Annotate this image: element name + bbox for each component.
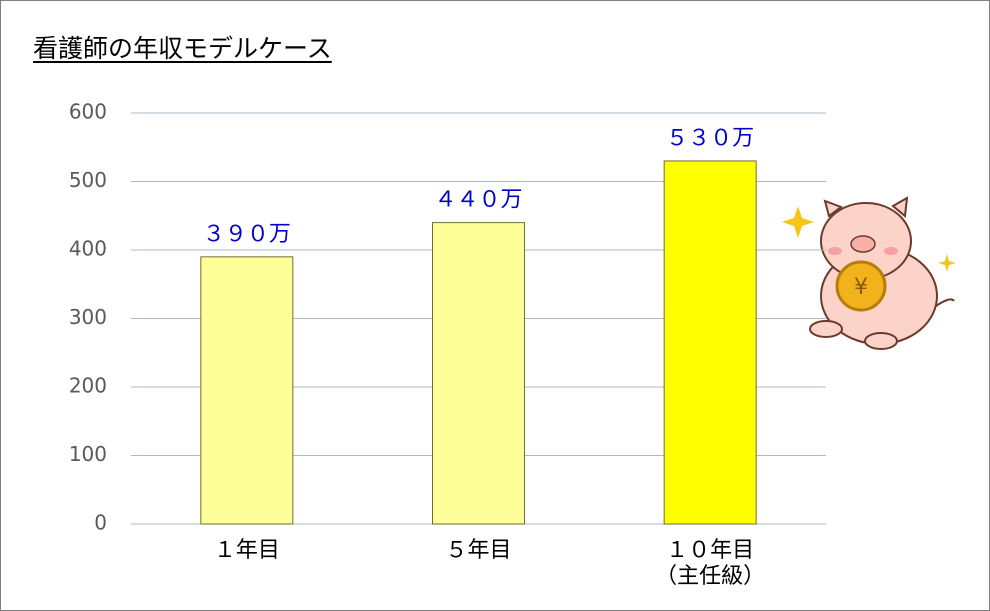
x-tick-label: ５年目 xyxy=(445,538,512,563)
y-tick-label: 300 xyxy=(69,305,107,329)
y-tick-label: 100 xyxy=(69,442,107,466)
x-tick-label: １０年目 （主任級） xyxy=(655,538,766,589)
y-tick-label: 200 xyxy=(69,374,107,398)
y-tick-label: 0 xyxy=(94,511,107,535)
value-label: ４４０万 xyxy=(434,188,522,213)
pig-illustration: ¥ xyxy=(782,196,956,350)
chart-title: 看護師の年収モデルケース xyxy=(33,34,332,63)
y-tick-label: 400 xyxy=(69,237,107,261)
bar xyxy=(200,256,294,525)
bar xyxy=(663,160,757,525)
svg-text:¥: ¥ xyxy=(854,275,868,300)
x-tick-label: １年目 xyxy=(213,538,280,563)
value-label: ５３０万 xyxy=(666,126,754,151)
value-label: ３９０万 xyxy=(203,222,291,247)
y-tick-label: 500 xyxy=(69,168,107,192)
y-tick-label: 600 xyxy=(69,100,107,124)
bar xyxy=(432,222,525,525)
